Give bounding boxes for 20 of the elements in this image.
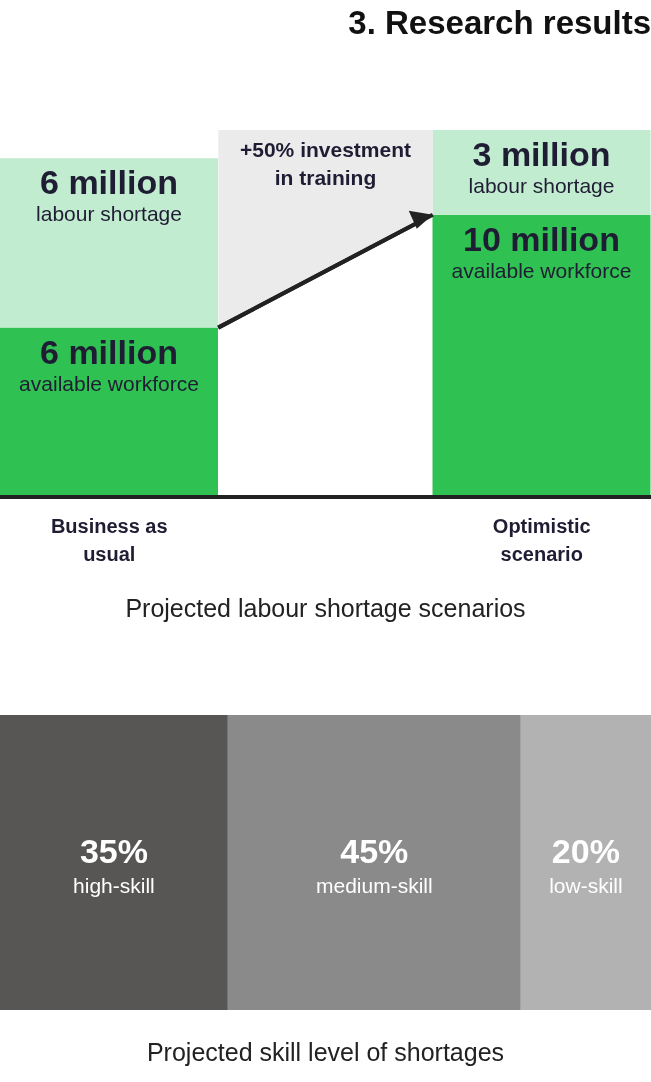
data-label: 45%: [340, 831, 409, 870]
x-axis-title: Projected labour shortage scenarios: [124, 594, 527, 623]
data-label: 35%: [79, 831, 148, 870]
series-label: available workforce: [19, 371, 199, 395]
data-label: 10 million: [463, 219, 620, 258]
series-label: labour shortage: [468, 173, 615, 197]
data-label: 6 million: [40, 332, 178, 371]
x-tick-label: Optimistic scenario: [492, 515, 591, 566]
series-label: low-skill: [549, 873, 623, 897]
chart-title: 3. Research results: [348, 4, 651, 42]
series-label: high-skill: [73, 873, 155, 897]
text: labour shortage: [36, 202, 182, 226]
data-label: 6 million: [40, 163, 178, 202]
data-label: 20%: [551, 831, 620, 870]
x-tick-label: Business as usual: [50, 515, 168, 566]
x-axis-title: Projected skill level of shortages: [145, 1038, 506, 1067]
series-label: medium-skill: [315, 873, 433, 897]
text: available workforce: [451, 258, 632, 282]
annotation: +50% investment in training: [240, 137, 411, 189]
data-label: 3 million: [472, 135, 611, 173]
